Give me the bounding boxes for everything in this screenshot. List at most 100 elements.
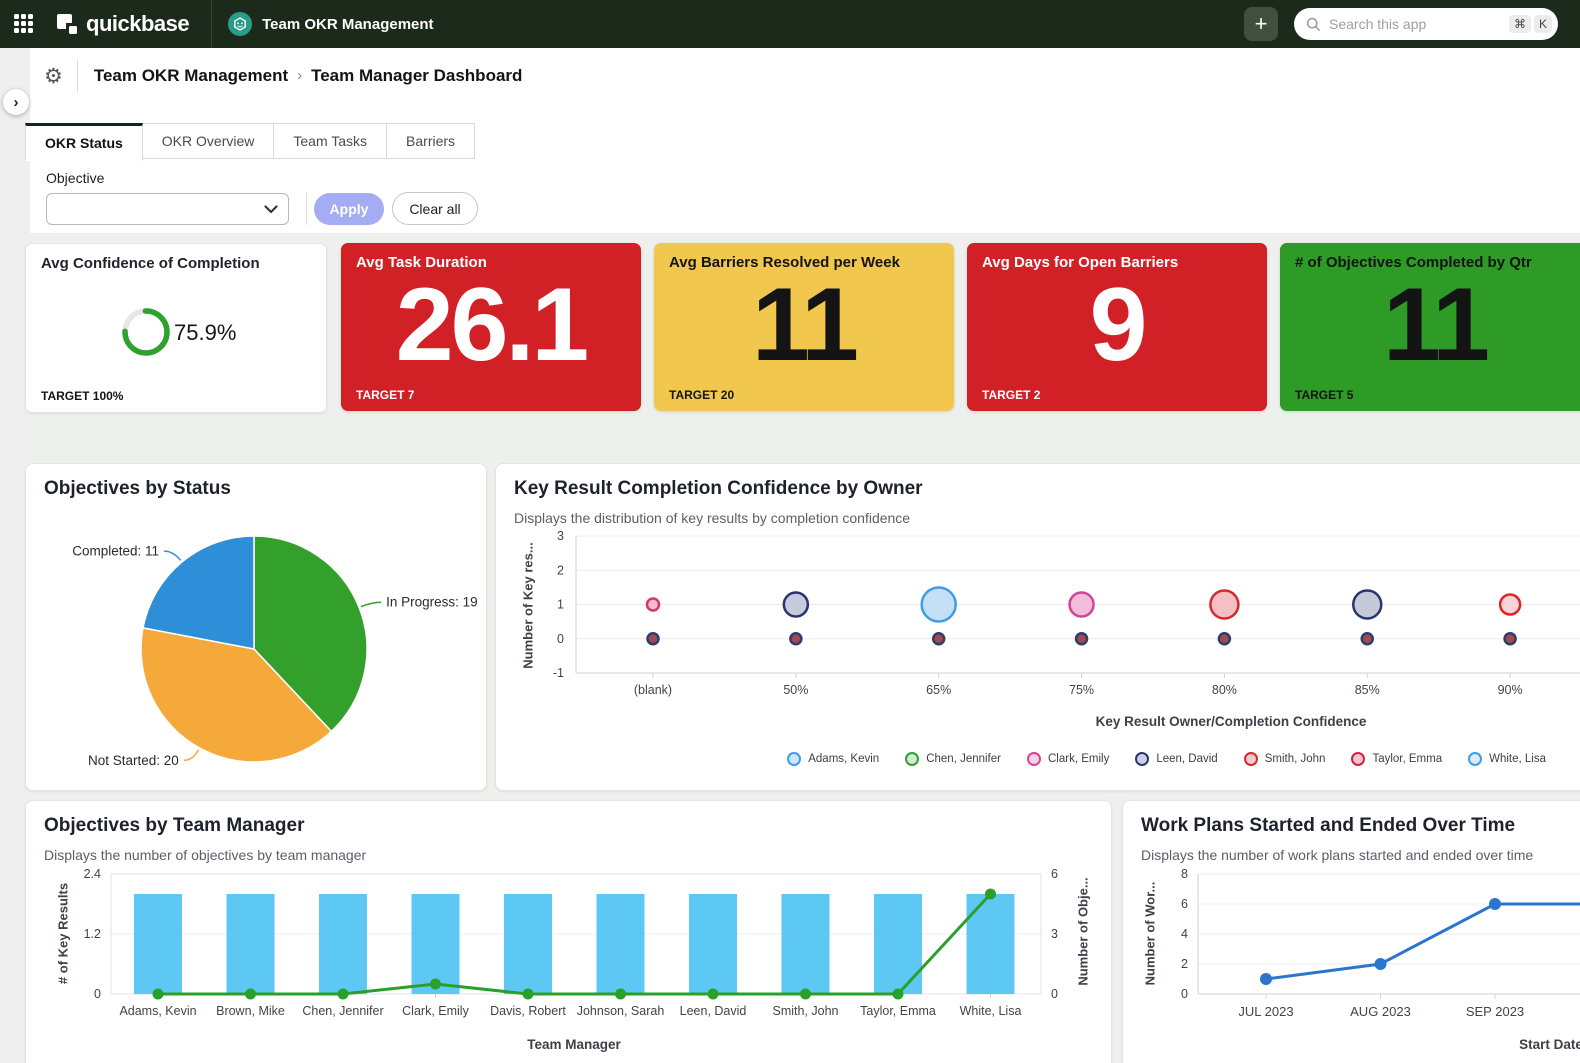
kpi-title: Avg Confidence of Completion <box>41 255 260 272</box>
objectives-by-status-card: Objectives by Status In Progress: 19 Not … <box>25 463 487 791</box>
svg-text:Not Started: 20: Not Started: 20 <box>88 753 179 768</box>
current-app-chip[interactable]: Team OKR Management <box>228 12 434 36</box>
legend-item[interactable]: White, Lisa <box>1468 752 1546 766</box>
svg-text:2.4: 2.4 <box>84 867 101 881</box>
svg-text:65%: 65% <box>926 683 951 697</box>
kpi-value: 26.1 <box>395 267 589 383</box>
svg-text:(blank): (blank) <box>634 683 672 697</box>
breadcrumb-app-link[interactable]: Team OKR Management <box>93 65 289 85</box>
nav-divider <box>211 0 213 48</box>
legend-item[interactable]: Adams, Kevin <box>787 752 879 766</box>
legend-marker <box>1135 752 1150 766</box>
shortcut-cmd-key: ⌘ <box>1508 15 1531 33</box>
search-icon <box>1306 17 1321 31</box>
svg-text:50%: 50% <box>783 683 808 697</box>
svg-text:0: 0 <box>557 632 564 646</box>
workplans-x-axis-title: Start Date <box>1519 1037 1580 1052</box>
svg-text:Brown, Mike: Brown, Mike <box>216 1004 285 1018</box>
breadcrumb-page: Team Manager Dashboard <box>311 65 523 85</box>
svg-text:Taylor, Emma: Taylor, Emma <box>860 1004 936 1018</box>
kr-confidence-scatter-chart[interactable]: 3 2 1 0 -1 (blank) 50% 65% 75% 80% 85% 90% <box>496 464 1580 714</box>
chart-title: Key Result Completion Confidence by Owne… <box>514 478 923 499</box>
kpi-barriers-resolved-card: Avg Barriers Resolved per Week 11 TARGET… <box>654 243 954 411</box>
svg-text:1.2: 1.2 <box>84 927 101 941</box>
legend-item[interactable]: Taylor, Emma <box>1351 752 1442 766</box>
svg-text:Davis, Robert: Davis, Robert <box>490 1004 566 1018</box>
legend-label: Smith, John <box>1264 753 1326 765</box>
filter-divider <box>306 193 307 225</box>
dashboard-tabs: OKR Status OKR Overview Team Tasks Barri… <box>25 123 476 161</box>
legend-marker <box>1243 752 1258 766</box>
tab-team-tasks[interactable]: Team Tasks <box>274 123 388 159</box>
work-plans-card: Work Plans Started and Ended Over Time D… <box>1122 800 1580 1063</box>
quickbase-logo-text: quickbase <box>86 11 190 36</box>
kpi-target: TARGET 5 <box>1295 388 1354 402</box>
breadcrumb-separator: › <box>297 67 303 84</box>
app-launcher-grid-icon[interactable] <box>14 14 34 34</box>
objectives-by-manager-bar-chart[interactable]: 2.4 1.2 0 6 3 0 Adams, Kevin Brown, Mike Chen, J… <box>26 801 1109 1031</box>
apply-button[interactable]: Apply <box>314 193 384 225</box>
search-input[interactable]: Search this app ⌘ K <box>1294 8 1558 40</box>
chart-title: Objectives by Status <box>44 478 231 499</box>
svg-text:Adams, Kevin: Adams, Kevin <box>119 1004 196 1018</box>
legend-item[interactable]: Smith, John <box>1243 752 1326 766</box>
add-new-button[interactable]: + <box>1244 7 1278 41</box>
scatter-x-axis-title: Key Result Owner/Completion Confidence <box>1095 714 1367 729</box>
svg-text:AUG 2023: AUG 2023 <box>1350 1004 1411 1019</box>
kpi-open-barrier-days-card: Avg Days for Open Barriers 9 TARGET 2 <box>967 243 1267 411</box>
tab-okr-overview[interactable]: OKR Overview <box>142 123 275 159</box>
kpi-target: TARGET 7 <box>356 388 415 402</box>
tab-okr-status[interactable]: OKR Status <box>25 123 143 161</box>
svg-text:Johnson, Sarah: Johnson, Sarah <box>577 1004 665 1018</box>
legend-item[interactable]: Leen, David <box>1135 752 1218 766</box>
kpi-value: 11 <box>1383 267 1490 383</box>
kpi-target: TARGET 2 <box>982 388 1041 402</box>
svg-text:Leen, David: Leen, David <box>680 1004 747 1018</box>
search-placeholder: Search this app <box>1329 16 1427 32</box>
svg-text:Chen, Jennifer: Chen, Jennifer <box>302 1004 383 1018</box>
svg-text:75%: 75% <box>1069 683 1094 697</box>
svg-text:SEP 2023: SEP 2023 <box>1466 1004 1524 1019</box>
svg-text:-1: -1 <box>553 666 564 680</box>
svg-text:2: 2 <box>557 563 564 577</box>
svg-text:75.9%: 75.9% <box>174 320 236 345</box>
kpi-value: 9 <box>1089 267 1148 383</box>
chart-subtitle: Displays the number of objectives by tea… <box>44 847 367 863</box>
svg-text:1: 1 <box>557 598 564 612</box>
svg-text:8: 8 <box>1181 867 1188 881</box>
legend-label: White, Lisa <box>1489 753 1546 765</box>
svg-text:0: 0 <box>1051 987 1058 1001</box>
kpi-value: 11 <box>752 267 859 383</box>
app-hexagon-icon <box>228 12 253 36</box>
svg-text:90%: 90% <box>1498 683 1523 697</box>
quickbase-logo[interactable]: quickbase <box>56 11 190 37</box>
legend-item[interactable]: Chen, Jennifer <box>905 752 1001 766</box>
donut-gauge: 75.9% <box>122 308 236 356</box>
header-divider <box>76 59 78 92</box>
svg-text:6: 6 <box>1181 897 1188 911</box>
svg-text:JUL 2023: JUL 2023 <box>1238 1004 1293 1019</box>
legend-marker <box>1351 752 1366 766</box>
svg-text:3: 3 <box>1051 927 1058 941</box>
svg-text:80%: 80% <box>1212 683 1237 697</box>
settings-gear-icon[interactable]: ⚙ <box>44 63 63 88</box>
legend-label: Chen, Jennifer <box>926 753 1001 765</box>
svg-text:4: 4 <box>1181 927 1188 941</box>
work-plans-line-chart[interactable]: 8 6 4 2 0 JUL 2023 AUG 2023 SEP 2023 <box>1123 801 1580 1031</box>
scatter-legend: Adams, Kevin Chen, Jennifer Clark, Emily Le… <box>787 752 1546 766</box>
kpi-avg-task-duration-card: Avg Task Duration 26.1 TARGET 7 <box>341 243 641 411</box>
svg-text:Clark, Emily: Clark, Emily <box>402 1004 469 1018</box>
svg-text:Smith, John: Smith, John <box>772 1004 838 1018</box>
chevron-down-icon <box>264 204 278 213</box>
tab-barriers[interactable]: Barriers <box>387 123 476 159</box>
objectives-by-manager-card: Objectives by Team Manager Displays the … <box>25 800 1112 1063</box>
sidebar-expand-button[interactable]: › <box>3 89 29 115</box>
legend-item[interactable]: Clark, Emily <box>1026 752 1109 766</box>
legend-marker <box>787 752 802 766</box>
objectives-by-status-pie-chart[interactable]: In Progress: 19 Not Started: 20 Completed:… <box>26 506 484 786</box>
chart-title: Objectives by Team Manager <box>44 815 305 836</box>
legend-marker <box>1468 752 1483 766</box>
clear-all-button[interactable]: Clear all <box>392 192 478 225</box>
svg-text:3: 3 <box>557 529 564 543</box>
objective-select[interactable] <box>46 193 289 225</box>
